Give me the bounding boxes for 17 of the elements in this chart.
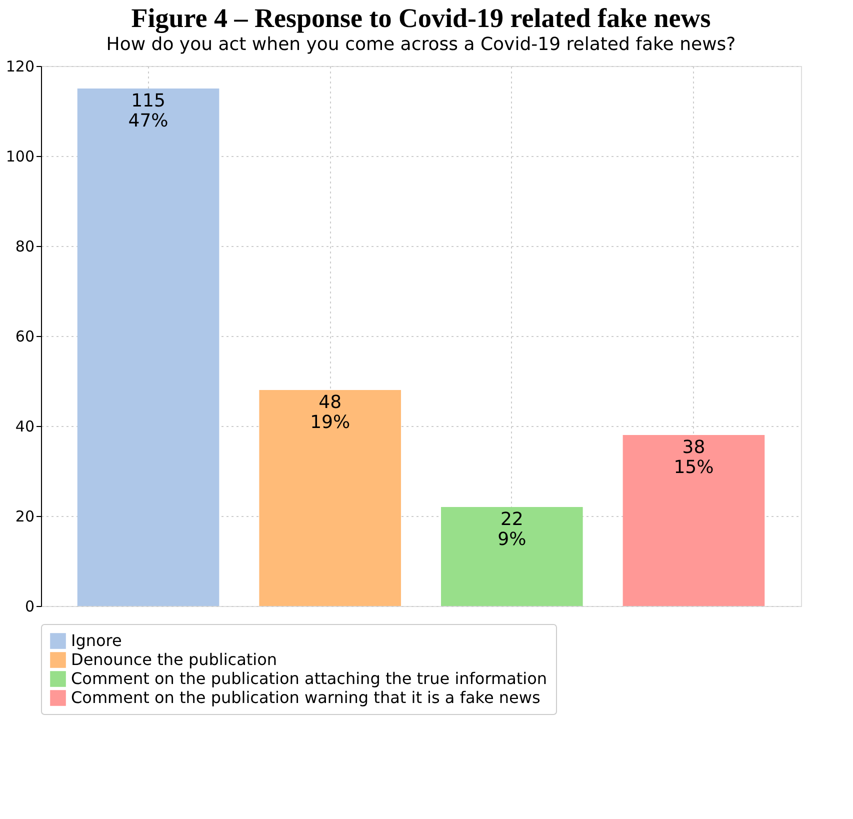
y-tick-label: 60 — [15, 328, 34, 346]
y-tick-label: 80 — [15, 238, 34, 256]
y-tick-label: 100 — [6, 148, 34, 166]
chart-title: Figure 4 – Response to Covid-19 related fake news — [131, 3, 711, 33]
y-tick-label: 40 — [15, 418, 34, 436]
legend-label: Ignore — [71, 631, 122, 650]
legend-label: Comment on the publication warning that it is a fake news — [71, 688, 540, 707]
y-tick-label: 120 — [6, 58, 34, 76]
chart-subtitle: How do you act when you come across a Covid-19 related fake news? — [106, 34, 736, 55]
data-label: 115 47% — [128, 90, 168, 132]
legend-label: Denounce the publication — [71, 650, 278, 669]
data-label: 22 9% — [498, 509, 526, 550]
data-label: 48 19% — [310, 392, 350, 433]
y-tick-label: 20 — [15, 508, 34, 526]
data-label: 38 15% — [674, 437, 714, 478]
y-tick-label: 0 — [24, 598, 34, 616]
legend-label: Comment on the publication attaching the true information — [71, 669, 548, 688]
